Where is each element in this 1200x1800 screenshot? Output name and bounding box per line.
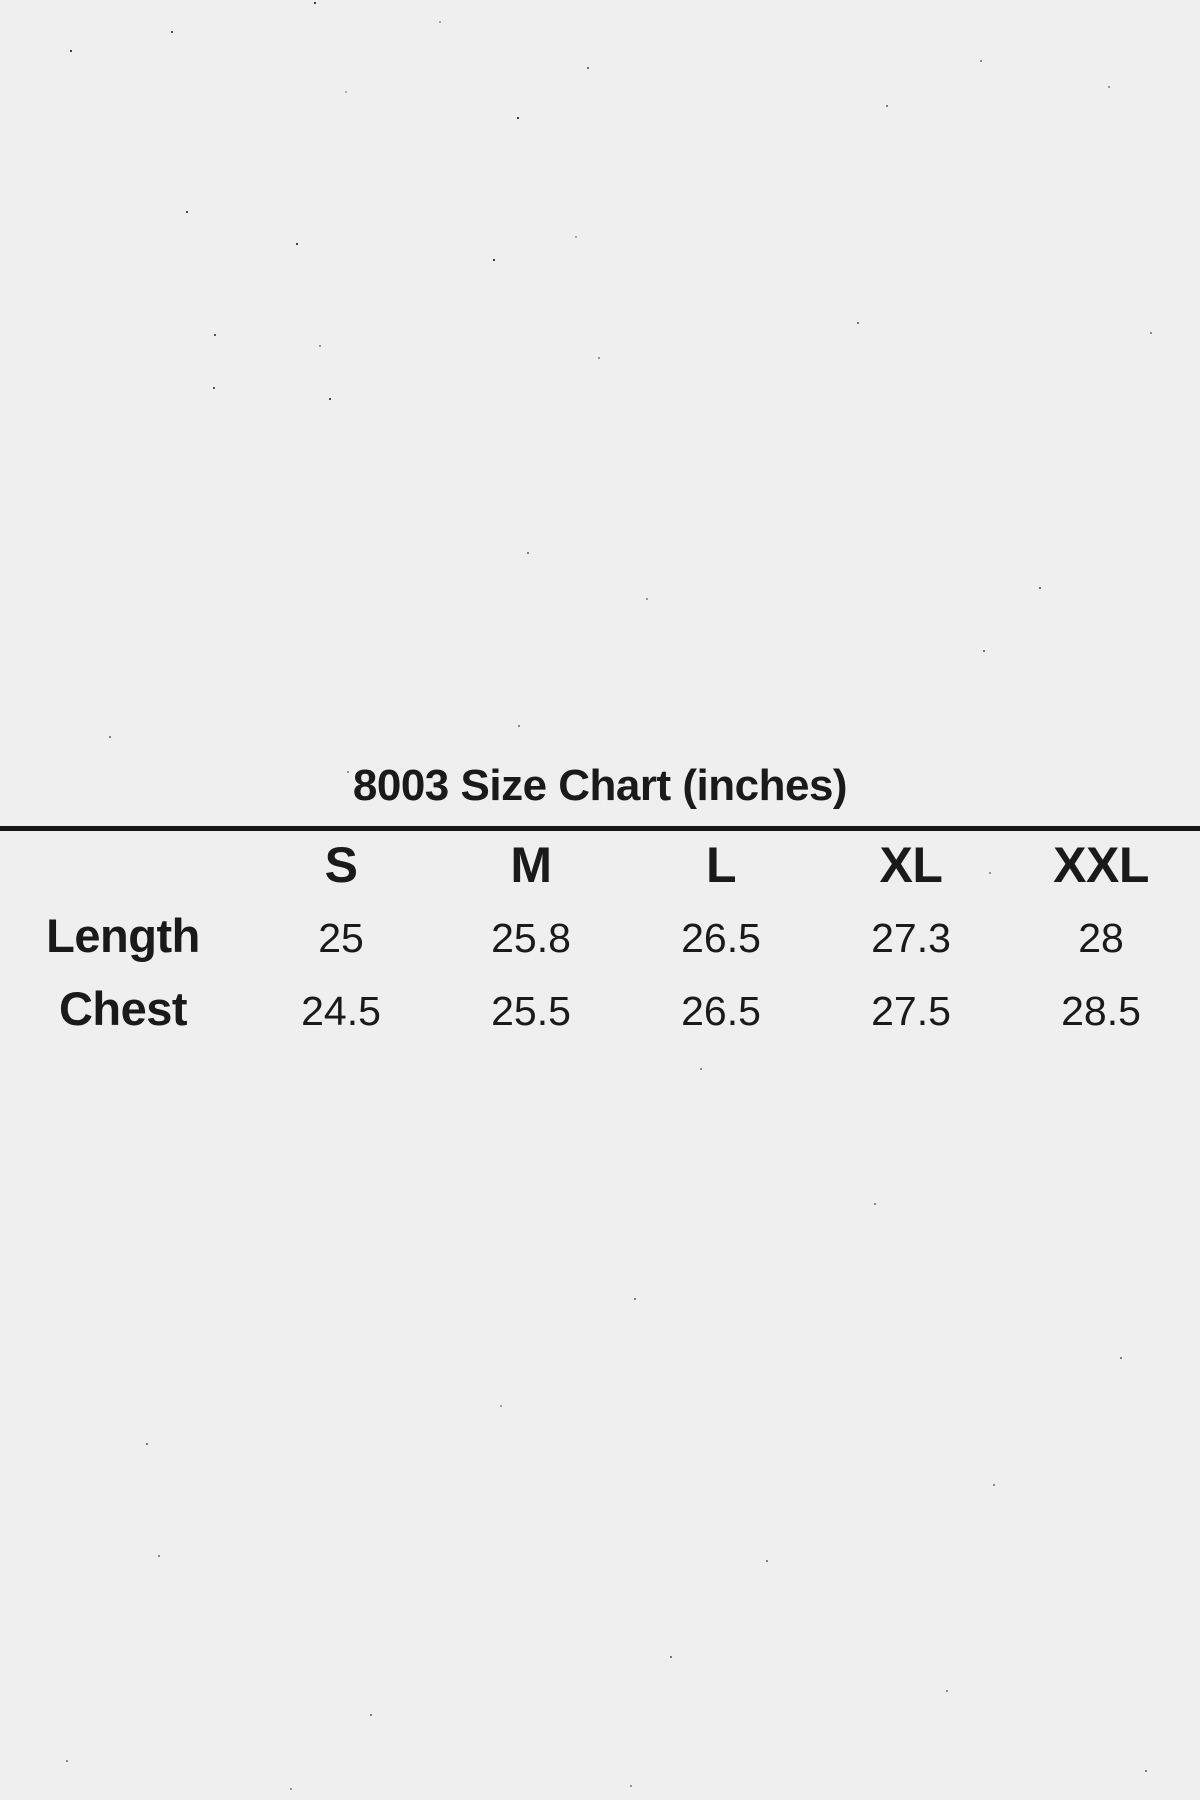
size-header-row: S M L XL XXL <box>0 835 1200 895</box>
size-col-header-l: L <box>705 837 737 893</box>
chest-s-value: 24.5 <box>301 988 381 1034</box>
size-chart-title: 8003 Size Chart (inches) <box>352 761 848 810</box>
chest-xxl-value: 28.5 <box>1061 988 1141 1034</box>
chest-m-value: 25.5 <box>491 988 571 1034</box>
length-xl-value: 27.3 <box>871 915 951 961</box>
length-xxl-value: 28 <box>1078 915 1124 961</box>
table-row-length: Length 25 25.8 26.5 27.3 28 <box>0 906 1200 968</box>
size-col-header-s: S <box>324 837 358 893</box>
chest-xl-value: 27.5 <box>871 988 951 1034</box>
row-label-chest: Chest <box>58 982 188 1035</box>
size-col-header-xxl: XXL <box>1053 837 1149 893</box>
size-col-header-xl: XL <box>879 837 943 893</box>
divider-line <box>0 826 1200 831</box>
length-s-value: 25 <box>318 915 364 961</box>
row-label-length: Length <box>46 909 200 962</box>
table-row-chest: Chest 24.5 25.5 26.5 27.5 28.5 <box>0 979 1200 1041</box>
length-l-value: 26.5 <box>681 915 761 961</box>
chest-l-value: 26.5 <box>681 988 761 1034</box>
background-noise <box>0 0 2 2</box>
size-col-header-m: M <box>510 837 552 893</box>
length-m-value: 25.8 <box>491 915 571 961</box>
